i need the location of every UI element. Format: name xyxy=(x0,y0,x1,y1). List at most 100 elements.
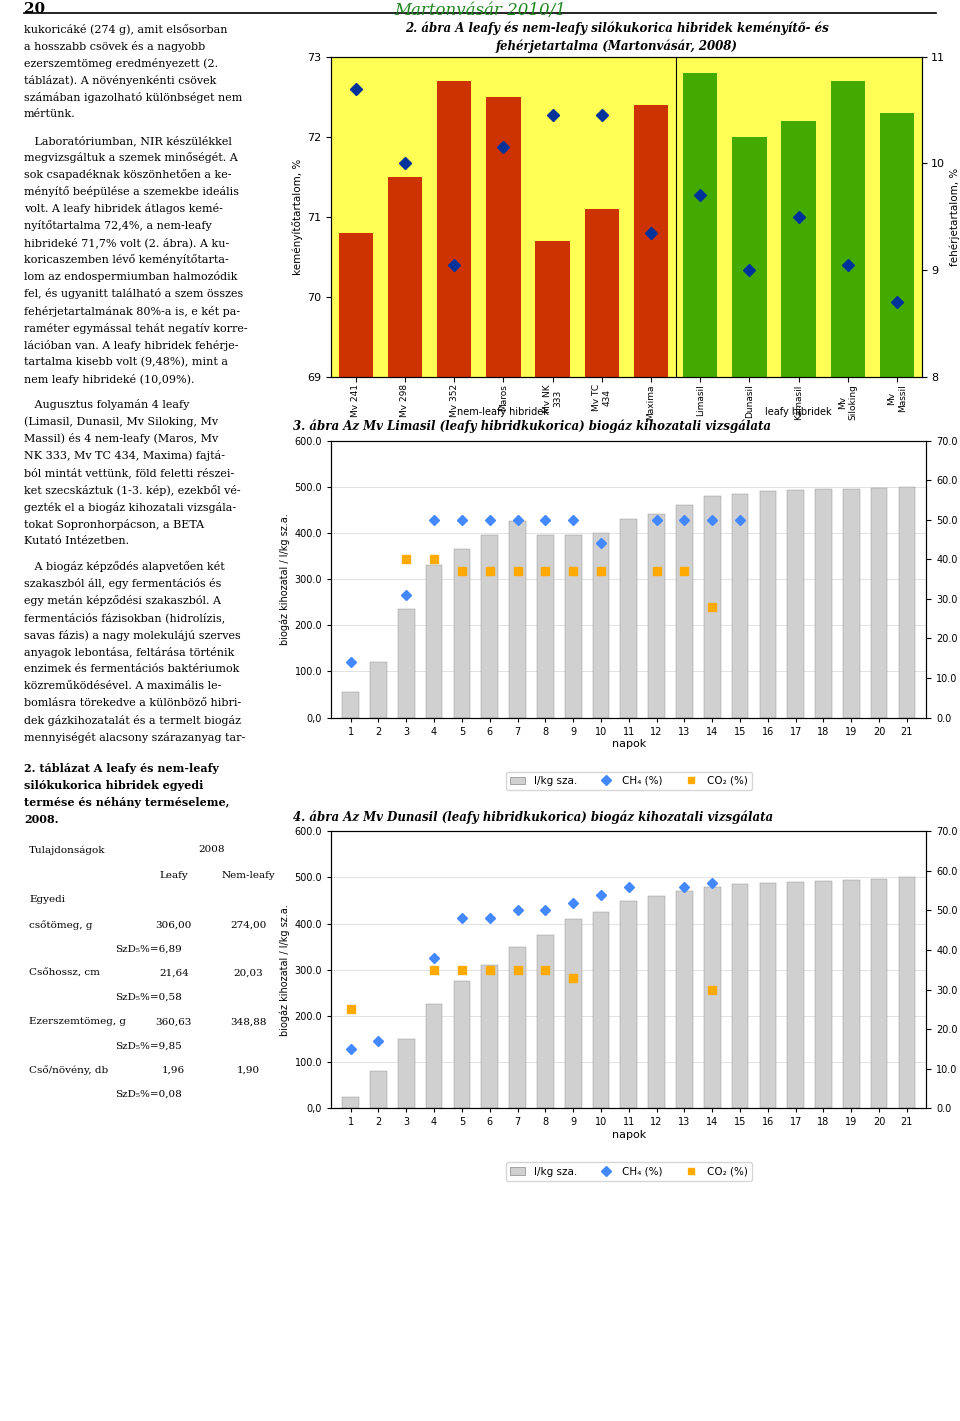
Text: nem leafy hibrideké (10,09%).: nem leafy hibrideké (10,09%). xyxy=(24,374,195,385)
Text: Leafy: Leafy xyxy=(159,871,188,880)
Text: egy metán képződési szakaszból. A: egy metán képződési szakaszból. A xyxy=(24,595,221,607)
Bar xyxy=(899,487,915,718)
Bar xyxy=(634,105,668,1421)
Bar xyxy=(759,882,777,1108)
Bar xyxy=(843,880,859,1108)
Text: 3. ábra Az Mv Limasil (leafy hibridkukorica) biogáz kihozatali vizsgálata: 3. ábra Az Mv Limasil (leafy hibridkukor… xyxy=(293,419,771,433)
Text: megvizsgáltuk a szemek minőségét. A: megvizsgáltuk a szemek minőségét. A xyxy=(24,152,238,163)
Bar xyxy=(371,662,387,718)
Bar xyxy=(426,566,443,718)
Text: 306,00: 306,00 xyxy=(156,921,192,929)
Bar xyxy=(453,549,470,718)
Y-axis label: fehérjetartalom, %: fehérjetartalom, % xyxy=(949,168,960,266)
Text: táblázat). A növényenkénti csövek: táblázat). A növényenkénti csövek xyxy=(24,75,216,87)
Text: silókukorica hibridek egyedi: silókukorica hibridek egyedi xyxy=(24,780,204,791)
Text: ményítő beépülése a szemekbe ideális: ményítő beépülése a szemekbe ideális xyxy=(24,186,239,198)
Text: hibrideké 71,7% volt (2. ábra). A ku-: hibrideké 71,7% volt (2. ábra). A ku- xyxy=(24,237,229,249)
Bar xyxy=(388,176,422,1421)
Text: nem-leafy hibridek: nem-leafy hibridek xyxy=(458,406,549,416)
Bar xyxy=(536,240,570,1421)
Text: 20: 20 xyxy=(24,1,45,16)
Text: szakaszból áll, egy fermentációs és: szakaszból áll, egy fermentációs és xyxy=(24,578,222,590)
Bar xyxy=(398,610,415,718)
Text: 1,90: 1,90 xyxy=(237,1066,260,1074)
Text: 2008: 2008 xyxy=(198,845,225,854)
Bar xyxy=(787,490,804,718)
Text: 2. táblázat A leafy és nem-leafy: 2. táblázat A leafy és nem-leafy xyxy=(24,763,219,774)
Bar xyxy=(592,912,610,1108)
Legend: l/kg sza., CH₄ (%), CO₂ (%): l/kg sza., CH₄ (%), CO₂ (%) xyxy=(506,772,752,790)
Text: 2. ábra A leafy és nem-leafy silókukorica hibridek keményítő- és: 2. ábra A leafy és nem-leafy silókukoric… xyxy=(405,21,828,36)
Bar xyxy=(759,492,777,718)
Text: fel, és ugyanitt található a szem összes: fel, és ugyanitt található a szem összes xyxy=(24,288,243,300)
Bar xyxy=(509,946,526,1108)
Text: ket szecskáztuk (1-3. kép), ezekből vé-: ket szecskáztuk (1-3. kép), ezekből vé- xyxy=(24,485,241,496)
Text: koricaszemben lévő keményítőtarta-: koricaszemben lévő keményítőtarta- xyxy=(24,254,228,266)
Text: fehérjetartalma (Martonvásár, 2008): fehérjetartalma (Martonvásár, 2008) xyxy=(496,40,737,54)
Bar xyxy=(879,112,914,1421)
Text: mennyiségét alacsony szárazanyag tar-: mennyiségét alacsony szárazanyag tar- xyxy=(24,732,245,743)
Bar xyxy=(486,97,520,1421)
Text: A biogáz képződés alapvetően két: A biogáz képződés alapvetően két xyxy=(24,561,225,573)
Text: 1,96: 1,96 xyxy=(162,1066,185,1074)
Text: Massil) és 4 nem-leafy (Maros, Mv: Massil) és 4 nem-leafy (Maros, Mv xyxy=(24,433,218,445)
Bar xyxy=(648,514,665,718)
Text: tokat Sopronhorpácson, a BETA: tokat Sopronhorpácson, a BETA xyxy=(24,519,204,530)
Text: termése és néhány terméseleme,: termése és néhány terméseleme, xyxy=(24,797,229,809)
Text: 20,03: 20,03 xyxy=(234,969,263,978)
Text: a hosszabb csövek és a nagyobb: a hosszabb csövek és a nagyobb xyxy=(24,41,205,53)
Bar xyxy=(704,887,721,1108)
Text: csőtömeg, g: csőtömeg, g xyxy=(29,921,92,929)
Bar xyxy=(426,1005,443,1108)
Text: közreműködésével. A maximális le-: közreműködésével. A maximális le- xyxy=(24,681,222,691)
Text: 2008.: 2008. xyxy=(24,814,59,826)
Text: Egyedi: Egyedi xyxy=(29,895,65,904)
Bar xyxy=(899,877,915,1108)
Text: 348,88: 348,88 xyxy=(230,1017,267,1026)
Bar xyxy=(509,522,526,718)
Text: 274,00: 274,00 xyxy=(230,921,267,929)
Bar xyxy=(843,489,859,718)
Text: sok csapadéknak köszönhetően a ke-: sok csapadéknak köszönhetően a ke- xyxy=(24,169,231,180)
Bar xyxy=(343,1097,359,1108)
Bar xyxy=(648,895,665,1108)
Text: mértünk.: mértünk. xyxy=(24,109,76,119)
Text: (Limasil, Dunasil, Mv Siloking, Mv: (Limasil, Dunasil, Mv Siloking, Mv xyxy=(24,416,218,426)
X-axis label: napok: napok xyxy=(612,1130,646,1140)
Bar xyxy=(537,536,554,718)
Text: kukoricáké (274 g), amit elsősorban: kukoricáké (274 g), amit elsősorban xyxy=(24,24,228,36)
Bar xyxy=(453,982,470,1108)
Text: Cső/növény, db: Cső/növény, db xyxy=(29,1066,108,1074)
Bar xyxy=(732,493,749,718)
Bar xyxy=(787,882,804,1108)
Bar xyxy=(620,519,637,718)
Text: dek gázkihozatalát és a termelt biogáz: dek gázkihozatalát és a termelt biogáz xyxy=(24,715,241,726)
Text: 4. ábra Az Mv Dunasil (leafy hibridkukorica) biogáz kihozatali vizsgálata: 4. ábra Az Mv Dunasil (leafy hibridkukor… xyxy=(293,810,773,824)
Text: bomlásra törekedve a különböző hibri-: bomlásra törekedve a különböző hibri- xyxy=(24,698,241,708)
Bar xyxy=(815,881,831,1108)
Text: Martonvásár 2010/1: Martonvásár 2010/1 xyxy=(394,1,566,18)
Bar xyxy=(871,487,887,718)
Text: fermentációs fázisokban (hidrolízis,: fermentációs fázisokban (hidrolízis, xyxy=(24,612,226,624)
Text: leafy hibridek: leafy hibridek xyxy=(765,406,832,416)
Bar xyxy=(683,72,717,1421)
Bar xyxy=(339,233,373,1421)
Bar xyxy=(732,884,749,1108)
Legend: keményítőtartalom, fehérjetartalom: keményítőtartalom, fehérjetartalom xyxy=(500,473,753,493)
Text: 360,63: 360,63 xyxy=(156,1017,192,1026)
Text: Csőhossz, cm: Csőhossz, cm xyxy=(29,969,100,978)
Text: Kutató Intézetben.: Kutató Intézetben. xyxy=(24,536,130,546)
Text: Ezerszemtömeg, g: Ezerszemtömeg, g xyxy=(29,1017,126,1026)
Y-axis label: biogáz kihozatal / l/kg sz.a.: biogáz kihozatal / l/kg sz.a. xyxy=(280,904,290,1036)
Text: ból mintát vettünk, föld feletti részei-: ból mintát vettünk, föld feletti részei- xyxy=(24,468,234,479)
Text: volt. A leafy hibridek átlagos kemé-: volt. A leafy hibridek átlagos kemé- xyxy=(24,203,223,215)
Bar xyxy=(343,692,359,718)
Text: Augusztus folyamán 4 leafy: Augusztus folyamán 4 leafy xyxy=(24,399,189,411)
Bar xyxy=(371,1071,387,1108)
Bar xyxy=(564,536,582,718)
Text: lációban van. A leafy hibridek fehérje-: lációban van. A leafy hibridek fehérje- xyxy=(24,340,238,351)
Y-axis label: biogáz kihozatal / l/kg sz.a.: biogáz kihozatal / l/kg sz.a. xyxy=(280,513,290,645)
Text: Tulajdonságok: Tulajdonságok xyxy=(29,845,106,854)
Text: enzimek és fermentációs baktériumok: enzimek és fermentációs baktériumok xyxy=(24,664,239,674)
Bar xyxy=(592,533,610,718)
